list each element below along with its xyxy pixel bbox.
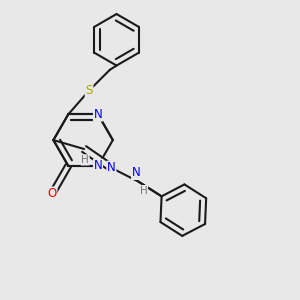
Text: O: O [47, 187, 57, 200]
Text: N: N [94, 159, 102, 172]
Text: H: H [140, 186, 147, 196]
Text: N: N [94, 108, 102, 121]
Text: S: S [85, 84, 93, 97]
Text: N: N [132, 166, 140, 179]
Text: H: H [81, 155, 89, 165]
Text: N: N [107, 161, 116, 174]
